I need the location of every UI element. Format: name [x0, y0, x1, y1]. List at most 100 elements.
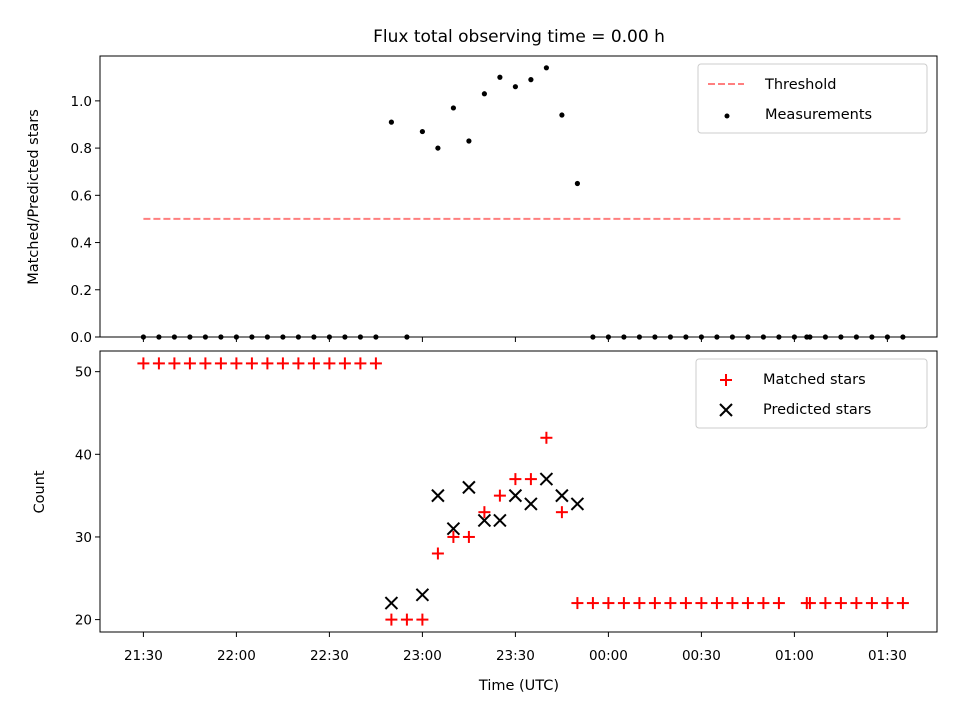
measurements-legend-label: Measurements: [765, 107, 872, 123]
bottom-panel: 20 30 40 50 21:30 22:00 22:30 23:00 23:30 00:00 0…: [32, 350, 938, 694]
measurement-point: [450, 105, 456, 111]
matched-star-point: [400, 613, 413, 626]
matched-stars-points: [137, 357, 909, 626]
matched-star-point: [509, 473, 522, 486]
bottom-x-axis-ticks: 21:30 22:00 22:30 23:00 23:30 00:00 00:30 01:00…: [124, 632, 907, 664]
matched-star-point: [369, 357, 382, 370]
predicted-legend-label: Predicted stars: [763, 402, 871, 418]
matched-star-point: [230, 357, 243, 370]
matched-star-point: [571, 597, 584, 610]
matched-star-point: [323, 357, 336, 370]
bottom-y-tick-label: 30: [75, 530, 92, 546]
predicted-star-point: [570, 497, 585, 511]
bottom-x-tick-label: 22:00: [217, 648, 256, 664]
bottom-x-tick-label: 21:30: [124, 648, 163, 664]
measurement-point: [466, 138, 472, 144]
matched-star-point: [865, 597, 878, 610]
measurement-points: [140, 65, 906, 340]
matched-star-point: [757, 597, 770, 610]
predicted-stars-points: [384, 472, 585, 610]
matched-star-point: [137, 357, 150, 370]
bottom-axes-frame: [99, 350, 938, 633]
bottom-x-tick-label: 23:00: [403, 648, 442, 664]
top-y-tick-label: 0.8: [71, 141, 92, 157]
predicted-star-point: [446, 521, 461, 536]
bottom-x-tick-label: 00:00: [589, 648, 628, 664]
matched-star-point: [726, 597, 739, 610]
matched-star-point: [307, 357, 320, 370]
matched-star-point: [819, 597, 832, 610]
matched-star-point: [741, 597, 754, 610]
top-panel: 0.0 0.2 0.4 0.6 0.8 1.0 Matched/Predicted sta…: [26, 55, 938, 346]
matched-star-point: [602, 597, 615, 610]
bottom-legend: Matched stars Predicted stars: [695, 358, 928, 429]
bottom-x-tick-label: 01:30: [868, 648, 907, 664]
bottom-x-tick-label: 01:00: [775, 648, 814, 664]
bottom-legend-box: [695, 358, 928, 429]
bottom-y-tick-label: 20: [75, 613, 92, 629]
matched-star-point: [462, 530, 475, 543]
matched-star-point: [447, 530, 460, 543]
matched-star-point: [586, 597, 599, 610]
matched-star-point: [648, 597, 661, 610]
matched-star-point: [555, 506, 568, 519]
top-x-axis-ticks: [142, 337, 888, 342]
bottom-x-tick-label: 00:30: [682, 648, 721, 664]
matched-star-point: [152, 357, 165, 370]
matched-legend-swatch: [720, 374, 732, 386]
matched-star-point: [617, 597, 630, 610]
measurement-point: [559, 112, 565, 118]
predicted-star-point: [477, 513, 492, 528]
measurement-point: [574, 180, 581, 187]
matched-star-point: [772, 597, 785, 610]
matched-star-point: [803, 597, 816, 610]
matched-star-point: [524, 473, 537, 486]
matched-star-point: [199, 357, 212, 370]
matched-star-point: [338, 357, 351, 370]
matched-star-point: [710, 597, 723, 610]
bottom-y-axis-label: Count: [32, 470, 48, 513]
bottom-y-axis-ticks: 20 30 40 50: [75, 365, 100, 629]
matched-star-point: [354, 357, 367, 370]
matched-star-point: [695, 597, 708, 610]
bottom-y-tick-label: 50: [75, 365, 92, 381]
matched-star-point: [261, 357, 274, 370]
matched-star-point: [664, 597, 677, 610]
matched-star-point: [881, 597, 894, 610]
measurement-point: [419, 128, 425, 135]
top-y-tick-label: 0.2: [71, 283, 92, 299]
matched-star-point: [385, 613, 398, 626]
matched-star-point: [245, 357, 258, 370]
bottom-x-tick-label: 23:30: [496, 648, 535, 664]
predicted-star-point: [384, 596, 399, 610]
predicted-star-point: [431, 488, 445, 503]
measurement-point: [388, 119, 394, 125]
measurement-point: [543, 65, 550, 71]
top-y-tick-label: 1.0: [71, 94, 92, 110]
matched-star-point: [276, 357, 289, 370]
matched-star-point: [679, 597, 692, 610]
top-y-tick-label: 0.4: [71, 236, 92, 252]
matched-legend-label: Matched stars: [763, 372, 866, 388]
predicted-star-point: [493, 513, 507, 528]
matched-star-point: [540, 431, 553, 444]
top-legend-box: [697, 63, 928, 134]
top-legend: Threshold Measurements: [697, 63, 928, 134]
predicted-star-point: [415, 588, 430, 602]
measurement-point: [481, 91, 487, 97]
predicted-star-point: [524, 497, 538, 511]
matched-star-point: [214, 357, 227, 370]
matched-star-point: [183, 357, 196, 370]
matched-star-point: [431, 547, 444, 560]
top-y-tick-label: 0.0: [71, 330, 92, 346]
measurement-point: [435, 145, 441, 151]
measurement-point: [512, 84, 519, 90]
matched-star-point: [478, 506, 491, 519]
matched-star-point: [292, 357, 305, 370]
measurements-legend-swatch: [724, 113, 730, 119]
matched-star-point: [834, 597, 847, 610]
matched-star-point: [633, 597, 646, 610]
measurement-point: [497, 74, 503, 80]
matched-star-point: [416, 613, 429, 626]
